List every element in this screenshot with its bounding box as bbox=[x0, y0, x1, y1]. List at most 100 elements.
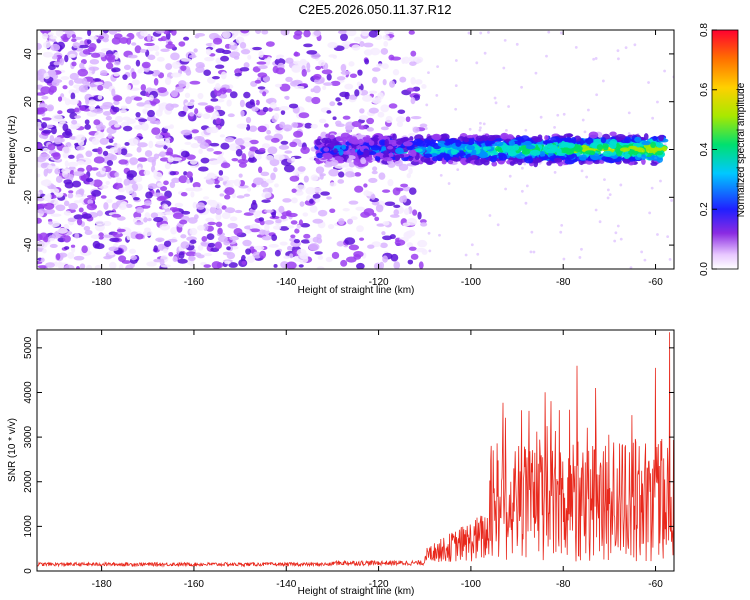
spectrogram-noise-blob bbox=[99, 137, 109, 145]
spectrogram-noise-blob bbox=[94, 131, 105, 139]
spectrogram-signal-blob bbox=[350, 148, 356, 155]
spectrogram-noise-blob bbox=[314, 251, 323, 255]
spectrogram-noise-blob bbox=[116, 216, 126, 221]
spectrogram-signal-blob bbox=[441, 159, 447, 165]
spectrogram-noise-blob bbox=[270, 172, 276, 181]
spectrogram-sparse-dot bbox=[487, 30, 490, 34]
spectrogram-noise-blob bbox=[148, 140, 154, 149]
spectrogram-noise-blob bbox=[204, 56, 215, 62]
spectrogram-noise-blob bbox=[121, 260, 131, 264]
spectrogram-noise-blob bbox=[59, 57, 65, 66]
spectrogram-noise-blob bbox=[342, 115, 351, 120]
spectrogram-noise-blob bbox=[255, 99, 260, 106]
spectrogram-sparse-dot bbox=[606, 188, 610, 192]
spectrogram-noise-blob bbox=[258, 217, 265, 222]
spectrogram-noise-blob bbox=[84, 124, 91, 130]
spectrogram-signal-blob bbox=[497, 152, 506, 157]
spectrogram-noise-blob bbox=[98, 232, 105, 240]
spectrogram-noise-blob bbox=[417, 211, 422, 220]
spectrogram-noise-blob bbox=[274, 249, 281, 257]
spectrogram-noise-blob bbox=[341, 41, 353, 49]
spectrogram-noise-blob bbox=[73, 255, 85, 261]
spectrogram-noise-blob bbox=[292, 169, 300, 176]
spectrogram-noise-blob bbox=[53, 136, 63, 145]
spectrogram-noise-blob bbox=[134, 221, 144, 226]
spectrogram-noise-blob bbox=[390, 56, 402, 61]
spectrogram-sparse-dot bbox=[529, 250, 533, 254]
spectrogram-noise-blob bbox=[102, 101, 113, 108]
spectrogram-sparse-dot bbox=[547, 30, 551, 34]
spectrogram-noise-blob bbox=[380, 47, 389, 55]
spectrogram-noise-blob bbox=[48, 70, 57, 78]
spectrogram-noise-blob bbox=[157, 195, 169, 201]
spectrogram-noise-blob bbox=[124, 185, 133, 192]
spectrogram-noise-blob bbox=[142, 230, 153, 237]
spectrogram-noise-blob bbox=[258, 147, 266, 152]
spectrogram-noise-blob bbox=[136, 31, 141, 37]
spectrogram-signal-blob bbox=[408, 149, 417, 157]
spectrogram-noise-blob bbox=[49, 243, 58, 249]
spectrogram-noise-blob bbox=[337, 171, 345, 178]
spectrogram-noise-blob bbox=[252, 199, 257, 205]
spectrogram-noise-blob bbox=[256, 61, 267, 65]
spectrogram-noise-blob bbox=[64, 98, 71, 106]
spectrogram-sparse-dot bbox=[483, 51, 487, 55]
spectrogram-signal-blob bbox=[530, 149, 541, 156]
spectrogram-noise-blob bbox=[39, 153, 50, 160]
spectrogram-xtick-label: -100 bbox=[461, 277, 481, 288]
spectrogram-noise-blob bbox=[155, 51, 160, 57]
spectrogram-noise-blob bbox=[123, 64, 131, 71]
spectrogram-sparse-dot bbox=[619, 183, 623, 187]
spectrogram-noise-blob bbox=[75, 194, 82, 198]
spectrogram-noise-blob bbox=[248, 125, 258, 132]
spectrogram-signal-blob bbox=[603, 145, 609, 151]
spectrogram-sparse-dot bbox=[616, 224, 620, 228]
spectrogram-noise-blob bbox=[85, 97, 90, 105]
spectrogram-signal-blob bbox=[466, 134, 474, 139]
spectrogram-noise-blob bbox=[194, 252, 202, 257]
spectrogram-noise-blob bbox=[143, 104, 153, 109]
spectrogram-noise-blob bbox=[234, 72, 242, 77]
spectrogram-noise-blob bbox=[220, 142, 230, 150]
spectrogram-sparse-dot bbox=[580, 247, 583, 251]
spectrogram-noise-blob bbox=[258, 50, 264, 58]
spectrogram-noise-blob bbox=[261, 143, 271, 149]
spectrogram-noise-blob bbox=[240, 48, 251, 55]
spectrogram-noise-blob bbox=[279, 241, 288, 246]
spectrogram-noise-blob bbox=[113, 100, 120, 106]
spectrogram-noise-blob bbox=[340, 63, 347, 72]
spectrogram-noise-blob bbox=[207, 172, 216, 178]
spectrogram-noise-blob bbox=[198, 148, 203, 155]
spectrogram-noise-blob bbox=[213, 110, 219, 116]
spectrogram-noise-blob bbox=[50, 43, 61, 52]
spectrogram-noise-blob bbox=[234, 138, 245, 146]
spectrogram-noise-blob bbox=[239, 99, 245, 108]
spectrogram-signal-blob bbox=[523, 140, 532, 146]
spectrogram-noise-blob bbox=[243, 193, 251, 197]
spectrogram-noise-blob bbox=[193, 48, 198, 53]
spectrogram-noise-blob bbox=[37, 143, 43, 149]
spectrogram-noise-blob bbox=[91, 189, 102, 197]
spectrogram-noise-blob bbox=[55, 30, 64, 37]
spectrogram-noise-blob bbox=[402, 56, 410, 64]
spectrogram-noise-blob bbox=[155, 134, 163, 140]
spectrogram-signal-blob bbox=[450, 148, 457, 156]
spectrogram-signal-blob bbox=[346, 159, 352, 164]
spectrogram-sparse-dot bbox=[608, 193, 612, 197]
spectrogram-noise-blob bbox=[75, 88, 80, 94]
spectrogram-noise-blob bbox=[309, 205, 318, 213]
spectrogram-noise-blob bbox=[86, 203, 98, 211]
spectrogram-noise-blob bbox=[351, 120, 362, 128]
spectrogram-noise-blob bbox=[300, 239, 311, 244]
spectrogram-noise-blob bbox=[70, 126, 79, 130]
spectrogram-noise-blob bbox=[106, 199, 113, 204]
spectrogram-noise-blob bbox=[302, 212, 309, 217]
spectrogram-noise-blob bbox=[340, 70, 351, 75]
spectrogram-noise-blob bbox=[146, 261, 157, 267]
spectrogram-noise-blob bbox=[221, 212, 231, 220]
spectrogram-noise-blob bbox=[64, 128, 72, 136]
spectrogram-noise-blob bbox=[164, 151, 174, 156]
spectrogram-noise-blob bbox=[125, 96, 133, 105]
spectrogram-noise-blob bbox=[162, 248, 168, 254]
spectrogram-noise-blob bbox=[229, 91, 238, 99]
